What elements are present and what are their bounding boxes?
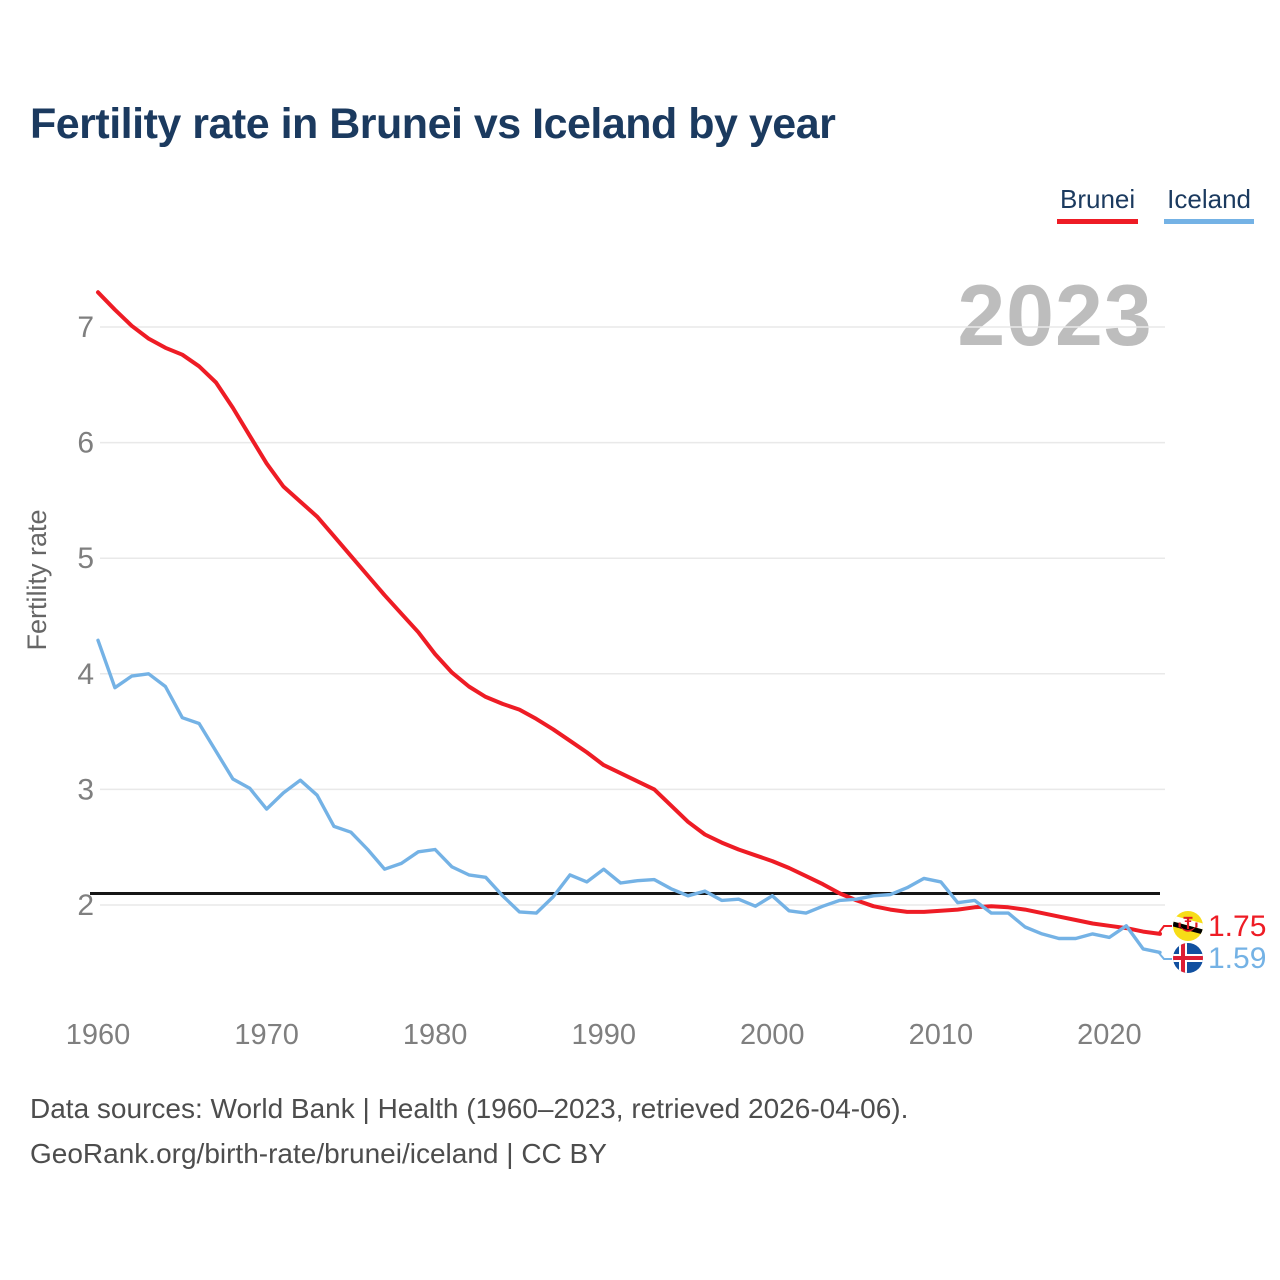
chart-title: Fertility rate in Brunei vs Iceland by y… bbox=[30, 100, 836, 148]
watermark-year: 2023 bbox=[957, 268, 1152, 364]
brunei-flag-icon bbox=[1173, 911, 1203, 941]
x-tick-label: 1970 bbox=[234, 1019, 299, 1051]
legend: Brunei Iceland bbox=[1057, 184, 1254, 224]
legend-item-brunei[interactable]: Brunei bbox=[1057, 184, 1139, 224]
legend-item-iceland[interactable]: Iceland bbox=[1164, 184, 1254, 224]
y-tick-label: 2 bbox=[77, 889, 94, 922]
legend-label-iceland: Iceland bbox=[1167, 184, 1251, 214]
iceland-connector-line bbox=[1157, 951, 1172, 960]
footer-sources-line: Data sources: World Bank | Health (1960–… bbox=[30, 1093, 909, 1124]
y-tick-label: 6 bbox=[77, 427, 94, 460]
x-tick-label: 2010 bbox=[909, 1019, 974, 1051]
grid-layer: 7 6 5 4 3 2 bbox=[77, 311, 1165, 922]
y-tick-label: 3 bbox=[77, 773, 94, 806]
brunei-series-line[interactable] bbox=[96, 290, 1162, 936]
y-axis-title: Fertility rate bbox=[22, 509, 52, 650]
x-tick-label: 1980 bbox=[403, 1019, 468, 1051]
x-tick-label: 1990 bbox=[571, 1019, 636, 1051]
footer: Data sources: World Bank | Health (1960–… bbox=[30, 1086, 908, 1176]
x-tick-label: 2000 bbox=[740, 1019, 805, 1051]
legend-label-brunei: Brunei bbox=[1060, 184, 1136, 214]
y-tick-label: 4 bbox=[77, 658, 94, 691]
brunei-connector-line bbox=[1157, 925, 1172, 935]
x-axis-labels: 1960 1970 1980 1990 2000 2010 2020 bbox=[66, 1019, 1142, 1051]
brunei-end-value: 1.75 bbox=[1208, 910, 1266, 943]
footer-attribution-line: GeoRank.org/birth-rate/brunei/iceland | … bbox=[30, 1138, 607, 1169]
iceland-end-value: 1.59 bbox=[1208, 942, 1266, 975]
iceland-series-line[interactable] bbox=[96, 638, 1162, 955]
iceland-flag-icon bbox=[1173, 943, 1203, 973]
y-tick-label: 5 bbox=[77, 542, 94, 575]
x-tick-label: 1960 bbox=[66, 1019, 131, 1051]
y-tick-label: 7 bbox=[77, 311, 94, 344]
x-tick-label: 2020 bbox=[1077, 1019, 1142, 1051]
